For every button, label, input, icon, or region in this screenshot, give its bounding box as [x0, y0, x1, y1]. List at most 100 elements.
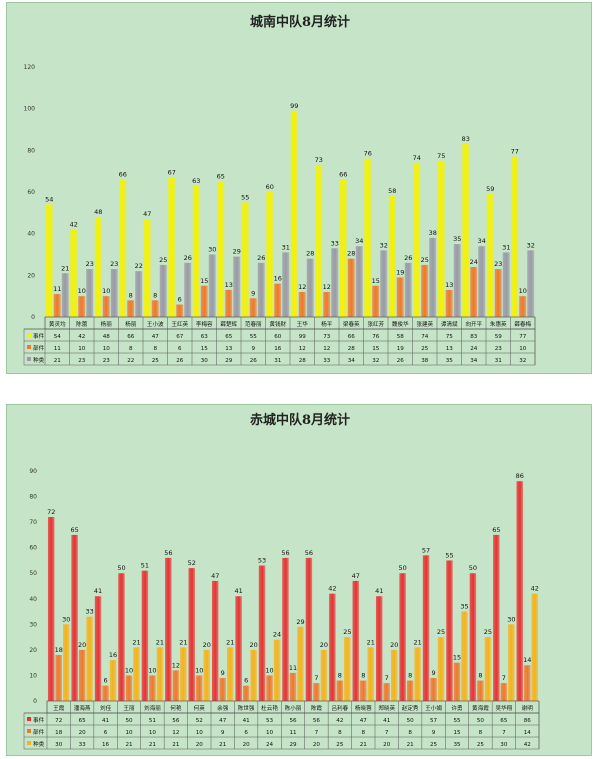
bar-种类 — [508, 624, 515, 701]
table-cell: 72 — [55, 718, 62, 724]
bar-事件 — [235, 596, 242, 701]
bar-事件 — [241, 202, 249, 317]
category-label: 郑晓英 — [378, 704, 395, 712]
table-cell: 24 — [266, 742, 274, 748]
table-cell: 35 — [453, 742, 461, 748]
category-label: 刘海丽 — [144, 704, 161, 712]
data-label: 28 — [306, 250, 314, 258]
data-label: 16 — [109, 651, 117, 659]
data-label: 50 — [399, 564, 407, 572]
data-label: 23 — [494, 260, 502, 268]
bar-部件 — [172, 670, 180, 701]
table-cell: 21 — [149, 742, 157, 748]
bar-部件 — [200, 285, 208, 317]
y-tick-label: 20 — [29, 647, 37, 654]
bar-事件 — [165, 557, 172, 701]
legend-key-种类 — [27, 357, 31, 361]
table-cell: 60 — [274, 334, 282, 340]
bar-部件 — [289, 672, 297, 701]
bar-部件 — [274, 283, 282, 317]
data-label: 7 — [502, 674, 506, 682]
data-label: 21 — [226, 638, 234, 646]
bar-部件 — [500, 683, 508, 701]
bar-事件 — [446, 560, 453, 701]
bar-种类 — [159, 264, 167, 317]
data-label: 9 — [432, 669, 436, 677]
bar-事件 — [516, 481, 524, 701]
table-cell: 42 — [78, 334, 85, 340]
bar-种类 — [61, 273, 69, 317]
data-label: 63 — [192, 177, 200, 185]
table-cell: 23 — [103, 358, 111, 364]
y-tick-label: 100 — [24, 106, 36, 113]
data-label: 26 — [184, 254, 192, 262]
data-label: 76 — [364, 150, 372, 158]
data-label: 20 — [203, 641, 211, 649]
bar-种类 — [257, 262, 265, 317]
table-cell: 77 — [519, 334, 527, 340]
table-cell: 6 — [178, 346, 182, 352]
category-label: 何艳 — [170, 704, 182, 712]
table-cell: 42 — [524, 742, 531, 748]
table-cell: 11 — [54, 346, 62, 352]
chart-chengnan: 城南中队8月统计02040608010012054424866476763655… — [24, 14, 536, 366]
table-cell: 31 — [495, 358, 503, 364]
data-label: 25 — [421, 256, 429, 264]
bar-种类 — [208, 254, 216, 317]
data-label: 7 — [385, 674, 389, 682]
bar-事件 — [94, 596, 102, 701]
data-label: 48 — [94, 208, 102, 216]
category-label: 王霞 — [53, 705, 65, 712]
bar-事件 — [315, 164, 323, 317]
data-label: 66 — [119, 171, 127, 179]
data-label: 23 — [86, 260, 94, 268]
table-cell: 21 — [360, 742, 368, 748]
table-cell: 26 — [176, 358, 184, 364]
data-label: 52 — [188, 559, 196, 567]
data-label: 15 — [200, 277, 208, 285]
bar-事件 — [493, 534, 500, 701]
data-label: 32 — [527, 241, 535, 249]
table-cell: 21 — [54, 358, 62, 364]
category-label: 陈世强 — [238, 704, 255, 712]
bar-事件 — [511, 156, 519, 317]
table-cell: 32 — [519, 358, 526, 364]
data-label: 67 — [168, 168, 176, 176]
table-cell: 14 — [524, 730, 532, 736]
bar-部件 — [372, 285, 380, 317]
bar-部件 — [102, 685, 109, 701]
table-cell: 29 — [225, 358, 233, 364]
table-cell: 25 — [430, 742, 438, 748]
chart-chicheng: 赤城中队8月统计 0 10 20 30 40 50 60 70 80 90 72 65 41 50 51 56 5… — [23, 412, 540, 750]
data-label: 10 — [519, 287, 527, 295]
data-label: 25 — [437, 628, 445, 636]
bar-事件 — [211, 580, 219, 701]
bar-部件 — [445, 289, 453, 317]
bar-种类 — [414, 647, 421, 701]
y-tick-label: 50 — [29, 570, 37, 577]
data-label: 42 — [531, 585, 539, 593]
data-label: 8 — [478, 672, 482, 680]
table-cell: 11 — [289, 730, 297, 736]
data-label: 72 — [47, 508, 55, 516]
table-cell: 21 — [172, 742, 180, 748]
bar-事件 — [45, 204, 53, 317]
table-cell: 8 — [129, 346, 133, 352]
table-cell: 10 — [125, 730, 133, 736]
category-label: 杨丽 — [125, 320, 137, 328]
data-label: 21 — [156, 638, 164, 646]
data-label: 10 — [265, 666, 273, 674]
category-label: 张红芳 — [367, 320, 384, 328]
bar-部件 — [151, 300, 159, 317]
data-label: 19 — [396, 268, 404, 276]
table-cell: 63 — [201, 334, 209, 340]
y-tick-label: 60 — [29, 545, 37, 552]
table-cell: 9 — [221, 730, 225, 736]
category-label: 黄灵均 — [49, 320, 66, 328]
data-label: 9 — [221, 669, 225, 677]
y-tick-label: 60 — [27, 189, 35, 196]
data-label: 26 — [257, 254, 265, 262]
table-cell: 54 — [54, 334, 62, 340]
table-cell: 83 — [470, 334, 478, 340]
table-cell: 7 — [385, 730, 389, 736]
